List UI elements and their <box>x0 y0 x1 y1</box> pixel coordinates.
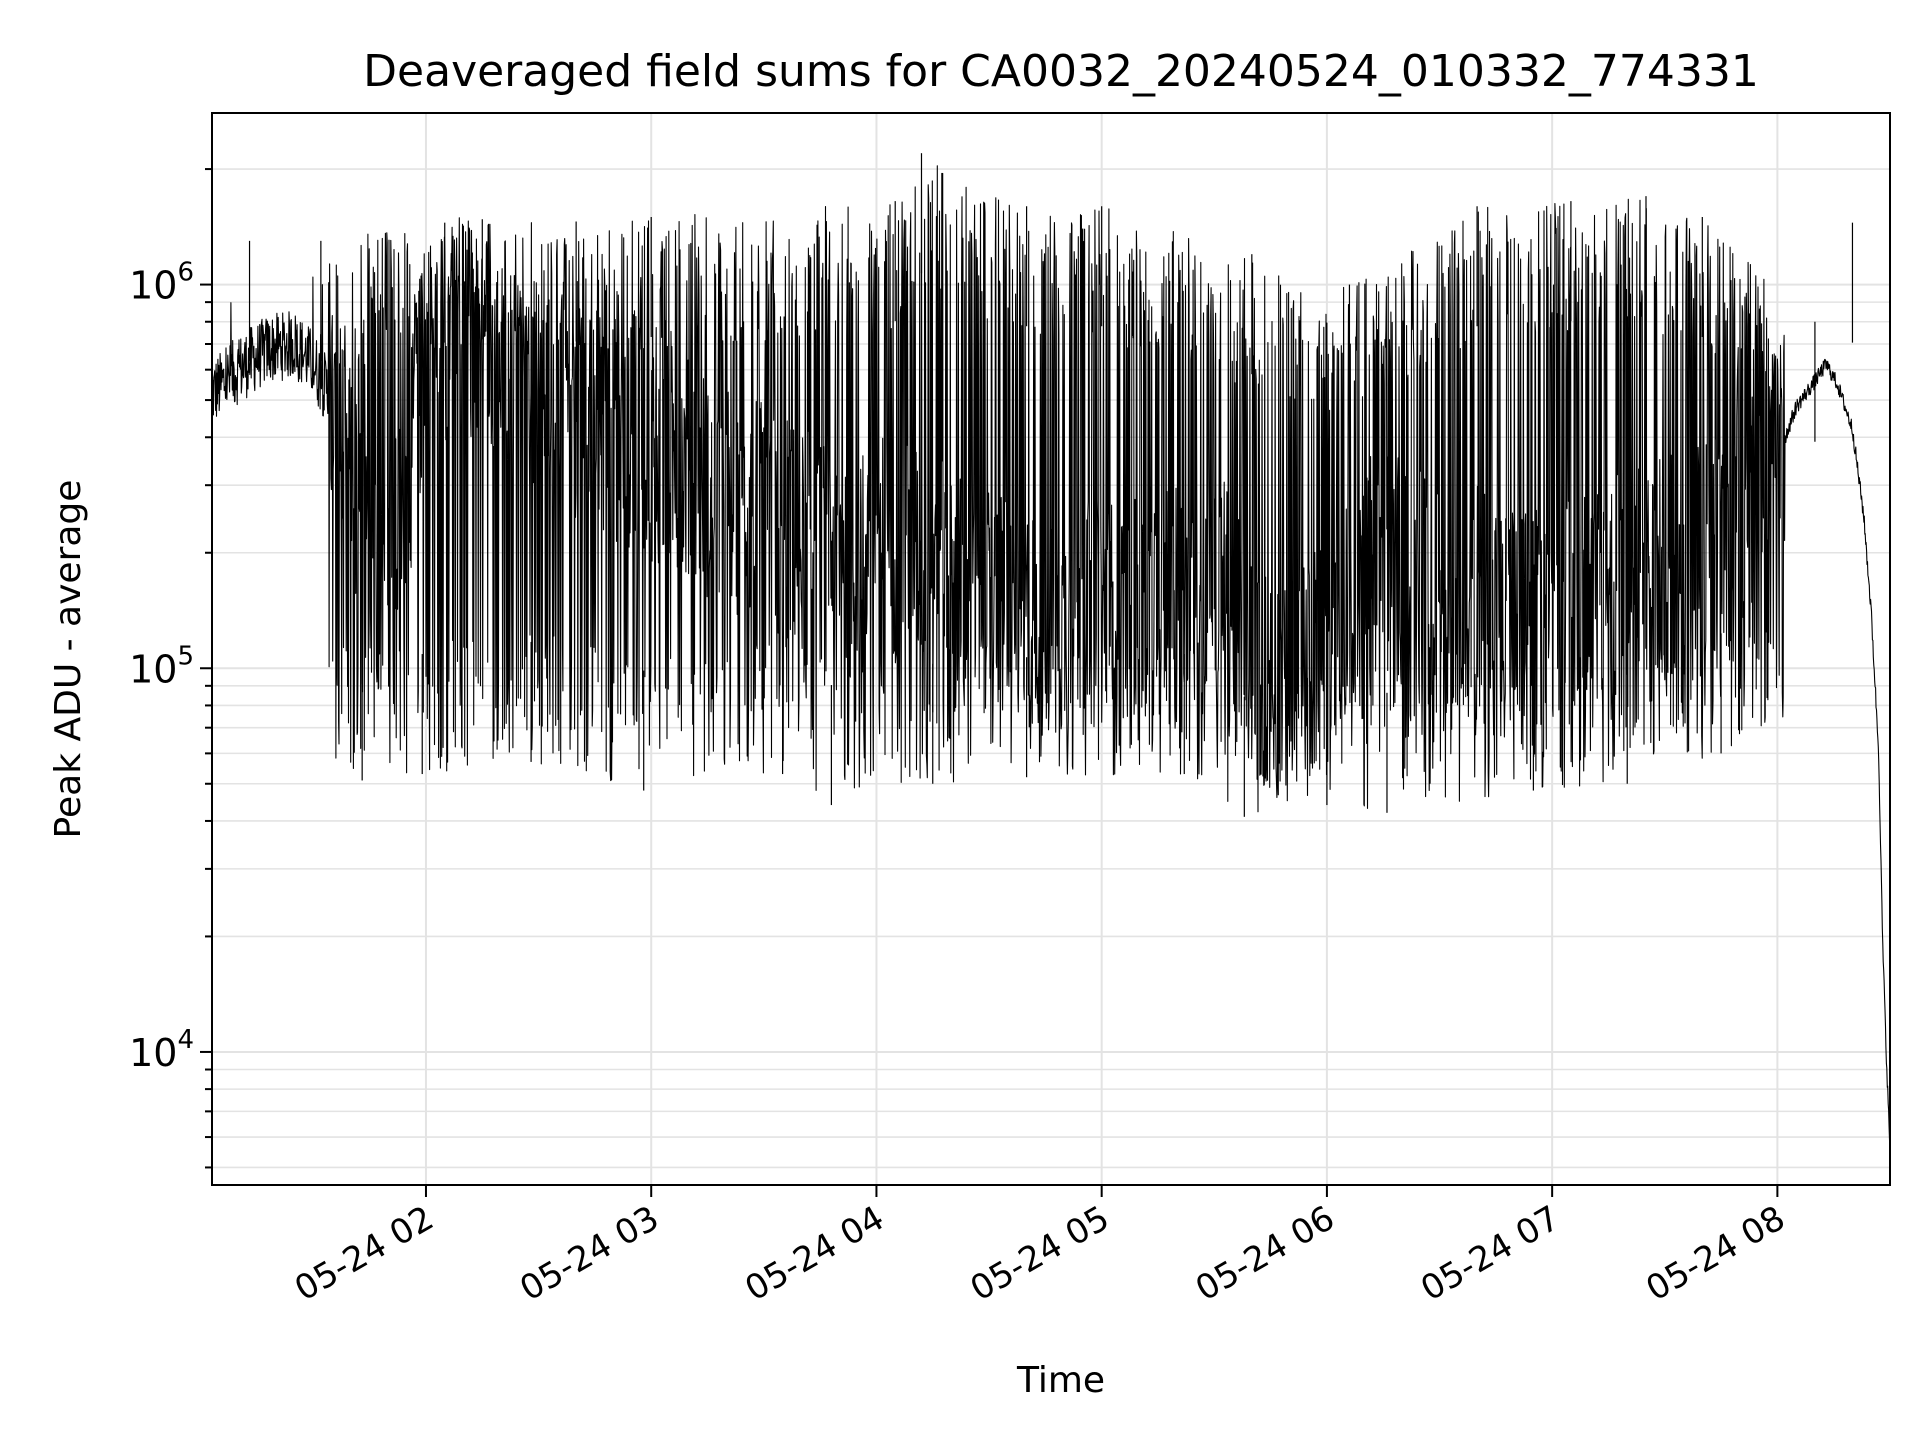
series-line-segment <box>932 165 1114 783</box>
y-tick-label: 105 <box>129 641 194 691</box>
x-axis-label: Time <box>1016 1360 1105 1401</box>
y-tick-label: 104 <box>129 1025 194 1075</box>
series-line-segment <box>1652 217 1835 759</box>
series-group <box>211 153 1891 1152</box>
series-line-segment <box>391 217 573 774</box>
series-line-segment <box>1292 220 1474 809</box>
plot-frame <box>211 112 1891 1186</box>
y-tick-label: 106 <box>129 258 194 308</box>
series-line-segment <box>1112 230 1294 813</box>
chart-title: Deaveraged field sums for CA0032_2024052… <box>363 46 1759 97</box>
y-axis: 104 105 106 <box>129 168 212 1169</box>
y-axis-label: Peak ADU - average <box>48 480 89 839</box>
series-line-segment <box>1472 198 1655 798</box>
series-line-segment <box>1833 372 1891 1152</box>
series-line-segment <box>571 214 754 782</box>
